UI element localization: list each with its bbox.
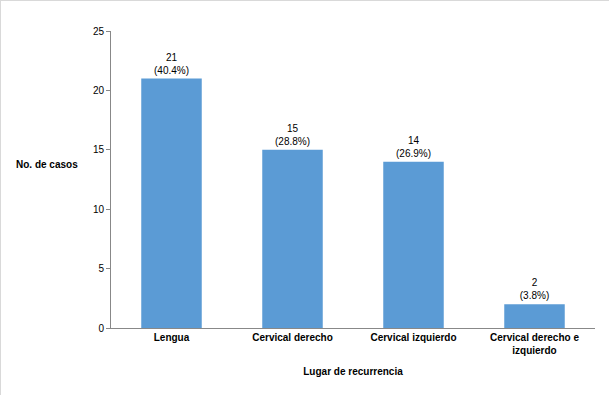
svg-text:10: 10 — [93, 204, 105, 215]
svg-text:2(3.8%): 2(3.8%) — [520, 277, 549, 301]
svg-text:Lengua: Lengua — [154, 332, 190, 343]
svg-text:21(40.4%): 21(40.4%) — [154, 52, 189, 76]
svg-text:20: 20 — [93, 85, 105, 96]
svg-text:15: 15 — [93, 144, 105, 155]
svg-text:5: 5 — [98, 263, 104, 274]
svg-text:Cervical derecho: Cervical derecho — [252, 332, 333, 343]
svg-text:15(28.8%): 15(28.8%) — [275, 123, 310, 147]
svg-text:No. de casos: No. de casos — [16, 159, 78, 170]
svg-text:14(26.9%): 14(26.9%) — [396, 135, 431, 159]
svg-text:0: 0 — [98, 323, 104, 334]
svg-text:Lugar de recurrencia: Lugar de recurrencia — [303, 366, 403, 377]
svg-text:Cervical derecho eizquierdo: Cervical derecho eizquierdo — [490, 332, 579, 356]
svg-text:25: 25 — [93, 26, 105, 37]
svg-text:Cervical izquierdo: Cervical izquierdo — [370, 332, 456, 343]
